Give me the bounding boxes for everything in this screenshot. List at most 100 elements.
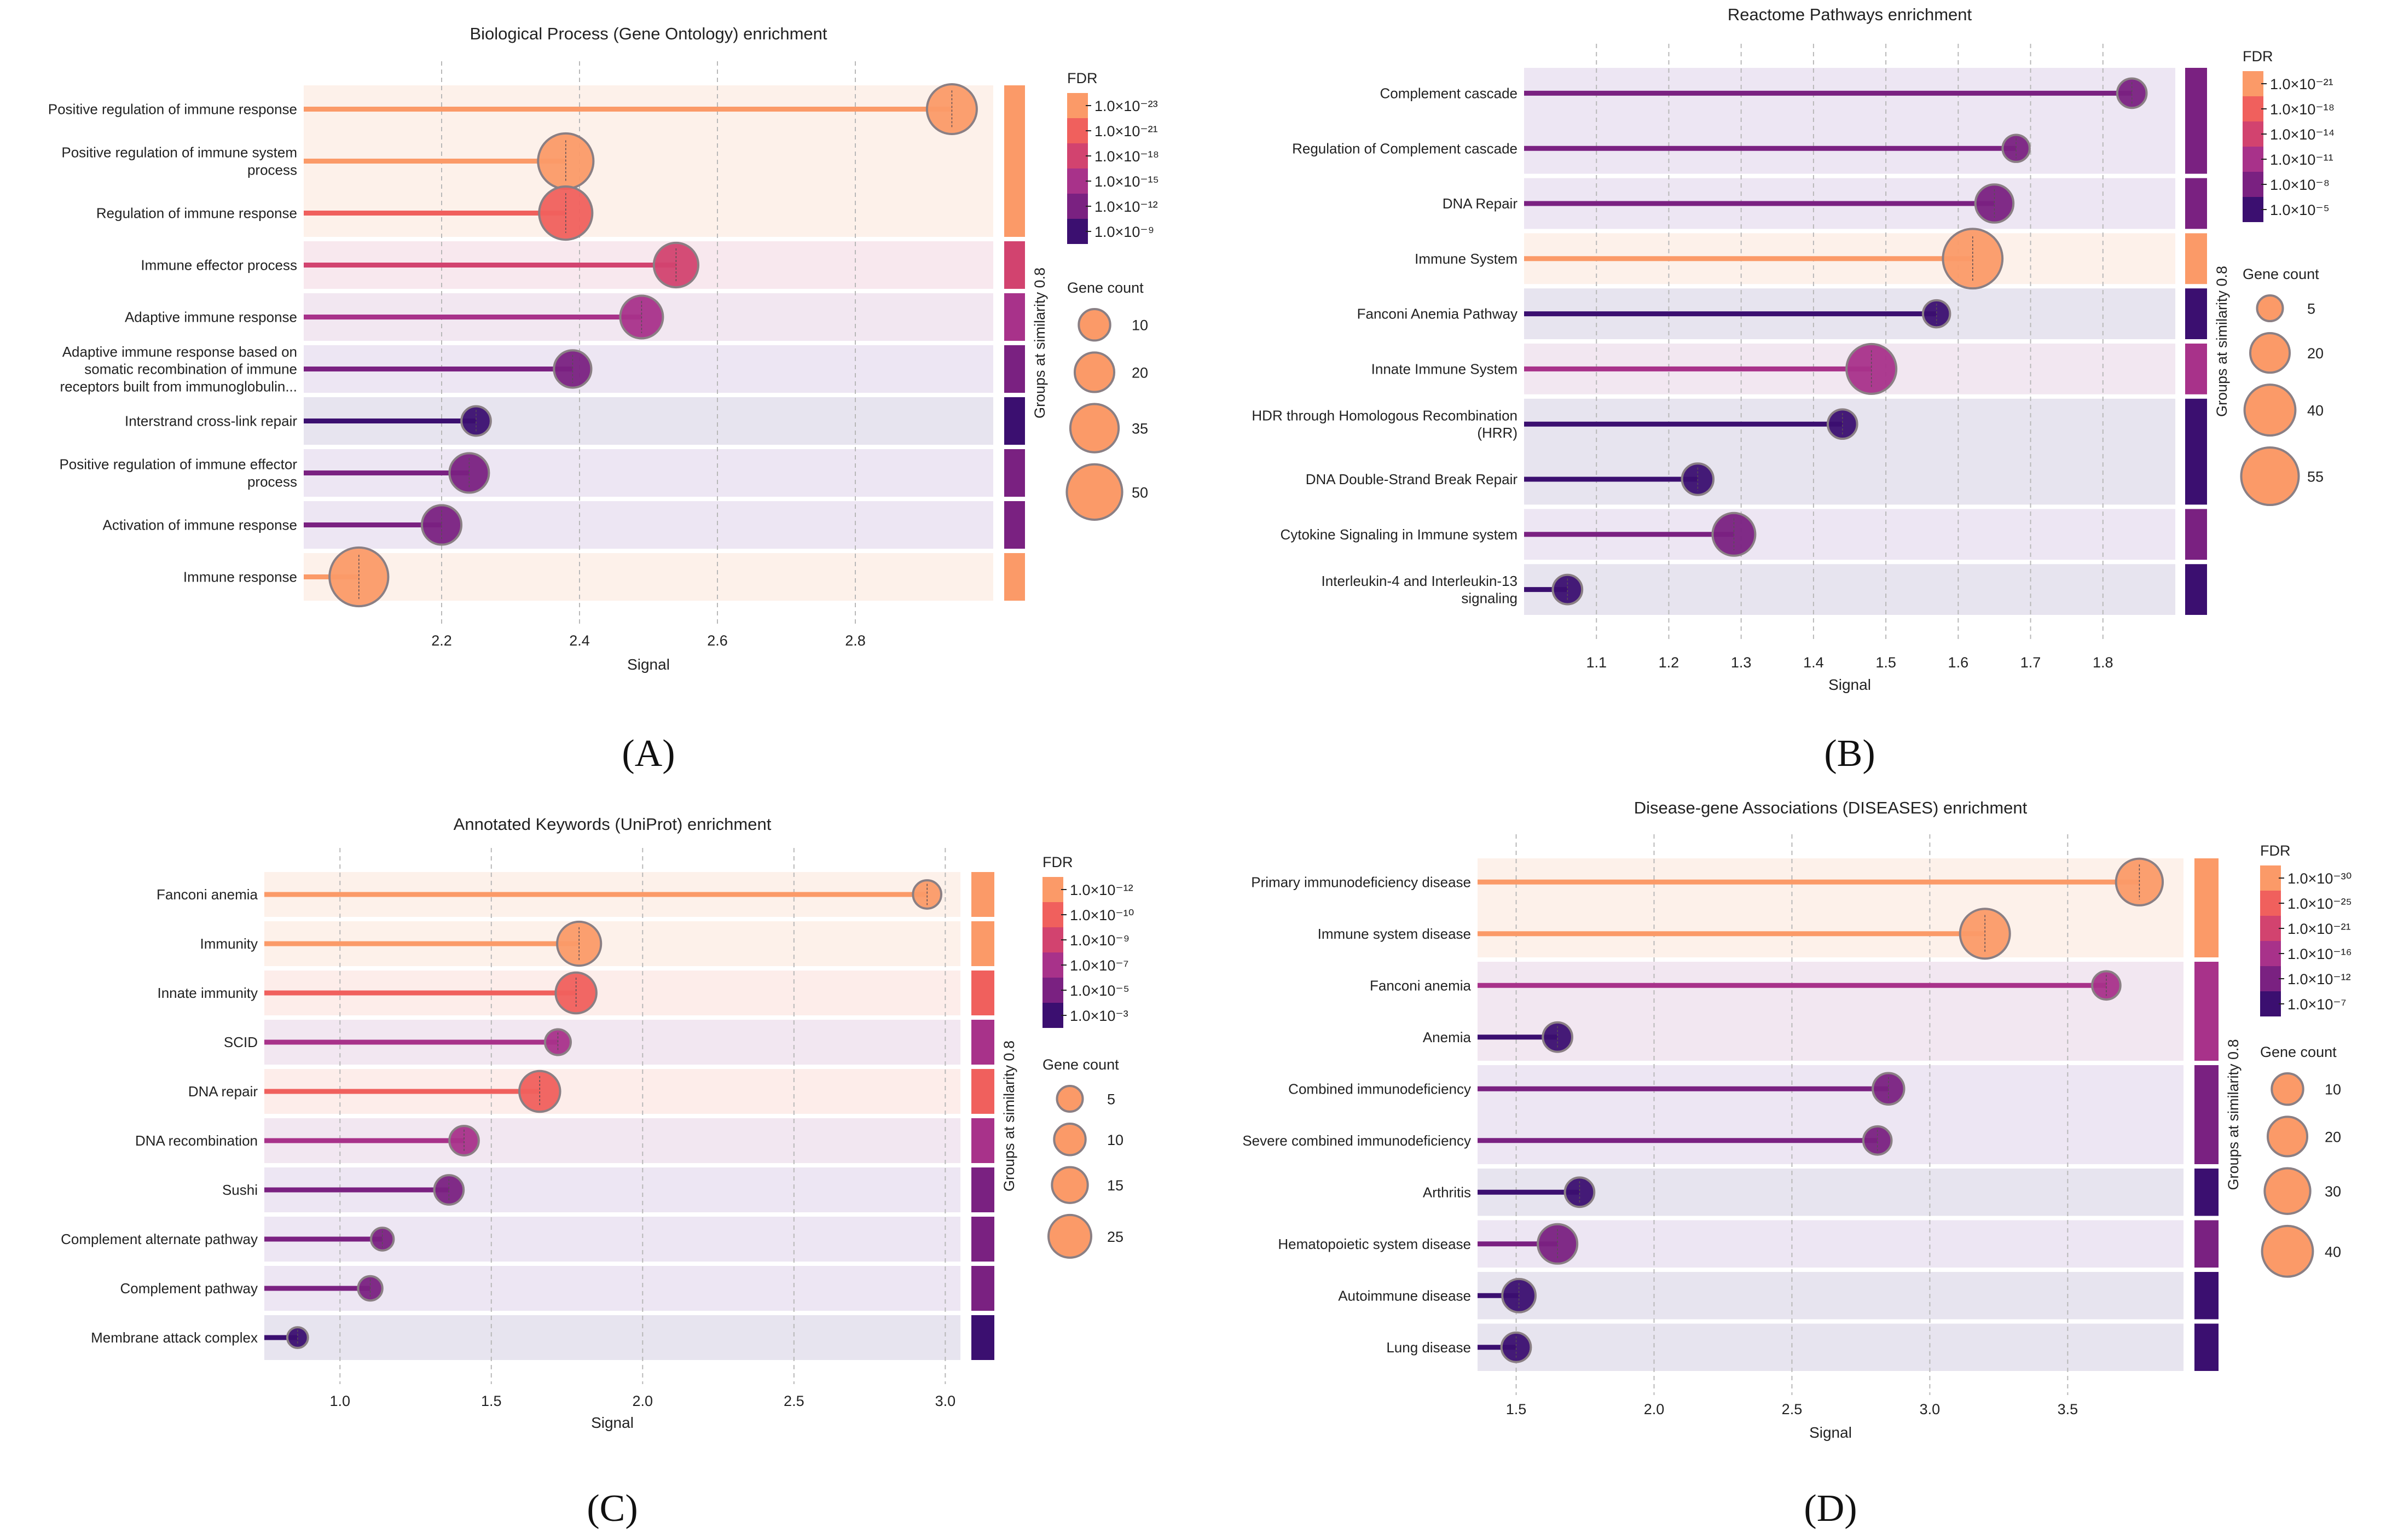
term-label: Positive regulation of immune effector pr… — [59, 456, 297, 490]
gene-count-legend-label: 55 — [2307, 468, 2324, 485]
x-tick-label: 3.0 — [935, 1393, 956, 1409]
term-label: Combined immunodeficiency — [1288, 1080, 1471, 1097]
group-color-bar — [2194, 1272, 2219, 1320]
gene-count-legend-circle — [1078, 308, 1111, 342]
term-label: Activation of immune response — [102, 517, 297, 533]
term-label: Innate Immune System — [1371, 361, 1518, 377]
groups-axis-label: Groups at similarity 0.8 — [1001, 1041, 1017, 1192]
gene-count-legend-circle — [2256, 294, 2284, 323]
term-label: Primary immunodeficiency disease — [1251, 874, 1471, 890]
fdr-legend-swatch — [1042, 978, 1063, 1003]
term-label: DNA repair — [188, 1083, 258, 1100]
term-label: Complement cascade — [1380, 85, 1518, 102]
group-color-bar — [2194, 1220, 2219, 1268]
term-label: Immunity — [200, 935, 258, 952]
fdr-legend-swatch — [1067, 219, 1088, 244]
fdr-legend-swatch — [2260, 941, 2281, 966]
group-color-bar — [1004, 293, 1025, 341]
group-color-bar — [2185, 178, 2207, 229]
lollipop-dot — [1959, 908, 2011, 960]
panel-title: Disease-gene Associations (DISEASES) enr… — [1634, 798, 2028, 817]
lollipop-dot — [1537, 1223, 1579, 1265]
panel-letter: (B) — [1824, 733, 1875, 775]
fdr-legend-swatch — [2243, 71, 2263, 96]
lollipop-dot — [1826, 408, 1858, 440]
row-group-background — [1478, 858, 2184, 957]
fdr-legend-label: 1.0×10⁻⁵ — [1070, 983, 1130, 999]
x-tick-label: 1.1 — [1586, 654, 1607, 671]
x-tick-label: 1.6 — [1948, 654, 1969, 671]
term-label: Complement alternate pathway — [61, 1231, 258, 1247]
term-label: Membrane attack complex — [91, 1329, 258, 1346]
fdr-legend-swatch — [2260, 865, 2281, 891]
gene-count-legend-circle — [1047, 1213, 1092, 1259]
panel-title: Annotated Keywords (UniProt) enrichment — [454, 815, 772, 834]
lollipop-dot — [925, 83, 978, 136]
group-color-bar — [1004, 553, 1025, 601]
term-label: Lung disease — [1386, 1339, 1471, 1356]
group-color-bar — [971, 1069, 994, 1114]
group-color-bar — [2194, 1065, 2219, 1164]
fdr-legend-label: 1.0×10⁻⁹ — [1070, 932, 1130, 949]
term-label: Regulation of Complement cascade — [1292, 140, 1518, 156]
panel-b: Reactome Pathways enrichment 1.1 1.2 1.3 1.4… — [1252, 5, 2335, 775]
lollipop-dot — [1845, 342, 1898, 395]
lollipop-dot — [553, 349, 593, 389]
group-color-bar — [1004, 501, 1025, 549]
x-tick-label: 1.7 — [2020, 654, 2041, 671]
x-tick-label: 1.4 — [1803, 654, 1824, 671]
fdr-legend-label: 1.0×10⁻¹² — [2287, 971, 2351, 987]
x-tick-label: 2.8 — [845, 632, 866, 649]
lollipop-dot — [554, 971, 598, 1015]
lollipop-dot — [2115, 857, 2164, 906]
row-group-background — [1524, 68, 2175, 174]
group-color-bar — [2185, 398, 2207, 505]
fdr-legend-label: 1.0×10⁻²¹ — [1094, 123, 1158, 140]
term-label: Adaptive immune response based on somatic… — [60, 344, 297, 394]
fdr-legend-label: 1.0×10⁻³⁰ — [2287, 870, 2352, 887]
term-label: Autoimmune disease — [1338, 1287, 1471, 1304]
row-group-background — [304, 553, 993, 601]
x-tick-label: 1.0 — [329, 1393, 350, 1409]
x-tick-label: 2.5 — [784, 1393, 804, 1409]
term-label: SCID — [224, 1034, 258, 1050]
term-label: Regulation of immune response — [96, 205, 297, 222]
term-label: Immune response — [183, 569, 297, 585]
group-color-bar — [971, 1266, 994, 1311]
gene-count-legend-label: 30 — [2325, 1183, 2341, 1200]
lollipop-dot — [2116, 77, 2148, 109]
fdr-legend-swatch — [2243, 197, 2263, 222]
fdr-legend-label: 1.0×10⁻¹¹ — [2270, 152, 2333, 168]
group-color-bar — [2194, 1323, 2219, 1371]
x-tick-label: 1.2 — [1659, 654, 1679, 671]
gene-count-legend-circle — [1073, 351, 1116, 393]
x-tick-label: 1.8 — [2093, 654, 2113, 671]
group-color-bar — [2194, 858, 2219, 957]
panel-d: Disease-gene Associations (DISEASES) enr… — [1242, 798, 2352, 1530]
term-label: DNA recombination — [135, 1132, 258, 1149]
group-color-bar — [1004, 241, 1025, 289]
group-color-bar — [971, 1020, 994, 1065]
fdr-legend-label: 1.0×10⁻¹² — [1070, 882, 1133, 898]
term-label: Anemia — [1423, 1029, 1472, 1045]
lollipop-dot — [1551, 573, 1584, 606]
panel-letter: (C) — [587, 1487, 638, 1530]
panel-c: Annotated Keywords (UniProt) enrichment 1… — [61, 815, 1134, 1530]
fdr-legend-swatch — [1042, 927, 1063, 952]
lollipop-dot — [912, 879, 942, 910]
row-group-background — [1478, 962, 2184, 1061]
term-label: Fanconi Anemia Pathway — [1357, 306, 1518, 322]
lollipop-dot — [1862, 1125, 1893, 1156]
fdr-legend-title: FDR — [2243, 48, 2273, 65]
x-tick-label: 3.5 — [2058, 1401, 2078, 1417]
fdr-legend-label: 1.0×10⁻²¹ — [2287, 921, 2351, 937]
term-label: Cytokine Signaling in Immune system — [1280, 526, 1518, 543]
gene-count-legend-label: 15 — [1107, 1177, 1123, 1194]
x-tick-label: 2.0 — [633, 1393, 653, 1409]
lollipop-dot — [1542, 1021, 1573, 1053]
fdr-legend-title: FDR — [1067, 70, 1098, 86]
gene-count-legend-label: 20 — [2325, 1129, 2341, 1145]
lollipop-dot — [328, 546, 390, 608]
lollipop-dot — [2001, 133, 2031, 163]
